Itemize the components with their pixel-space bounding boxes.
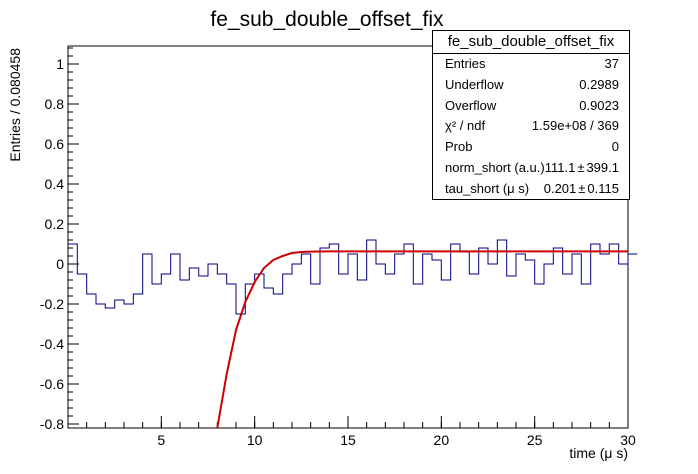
- stats-value: 0.2989: [579, 76, 619, 92]
- y-tick-label: 0.4: [45, 176, 65, 192]
- stats-label: Underflow: [445, 76, 504, 92]
- x-axis: 5 10 15 20 25 30: [67, 416, 636, 448]
- stats-label: Entries: [445, 56, 486, 71]
- stats-row: Overflow 0.9023: [433, 96, 629, 117]
- stats-row: Underflow 0.2989: [433, 75, 629, 96]
- stats-row: χ² / ndf 1.59e+08 / 369: [433, 116, 629, 137]
- x-axis-label: time (μ s): [569, 445, 628, 461]
- stats-row: Entries 37: [433, 54, 629, 75]
- stats-value: 37: [604, 56, 619, 71]
- x-tick-label: 10: [247, 432, 263, 448]
- stats-value: 111.1 ±399.1: [544, 159, 619, 175]
- stats-label: χ² / ndf: [445, 118, 486, 134]
- y-axis-label: Entries / 0.080458: [7, 48, 23, 162]
- y-tick-label: 1: [56, 56, 64, 72]
- y-tick-label: -0.6: [40, 376, 64, 392]
- chart-title: fe_sub_double_offset_fix: [210, 8, 444, 31]
- y-tick-label: -0.4: [40, 336, 64, 352]
- plus-minus: ±: [577, 159, 585, 175]
- y-tick-label: -0.2: [40, 296, 64, 312]
- stats-value: 0.9023: [579, 97, 619, 113]
- stats-row: tau_short (μ s) 0.201 ±0.115: [433, 179, 629, 200]
- stats-label: Overflow: [445, 97, 497, 113]
- stats-rows: Entries 37 Underflow 0.2989 Overflow 0.9023 χ²…: [433, 54, 629, 200]
- fit-line: [216, 250, 628, 429]
- stats-label: norm_short (a.u.): [445, 159, 545, 175]
- stats-error: 0.115: [587, 180, 619, 196]
- stats-label: tau_short (μ s): [445, 180, 530, 196]
- stats-row: Prob 0: [433, 137, 629, 158]
- stats-row: norm_short (a.u.) 111.1 ±399.1: [433, 158, 629, 179]
- x-tick-label: 30: [620, 432, 636, 448]
- stats-box: fe_sub_double_offset_fix Entries 37 Underf…: [432, 30, 630, 200]
- plus-minus: ±: [578, 180, 586, 196]
- histogram-line: [68, 239, 638, 315]
- stats-title: fe_sub_double_offset_fix: [433, 31, 629, 54]
- y-tick-label: 0.8: [45, 96, 65, 112]
- histogram-series: [68, 239, 638, 315]
- y-tick-label: 0.6: [45, 136, 65, 152]
- stats-error: 399.1: [586, 159, 619, 175]
- y-tick-label: 0.2: [45, 216, 65, 232]
- y-tick-label: 0: [56, 256, 64, 272]
- fit-curve: [216, 250, 628, 429]
- x-tick-label: 25: [527, 432, 543, 448]
- y-tick-label: -0.8: [40, 416, 64, 432]
- x-tick-label: 20: [434, 432, 450, 448]
- stats-value: 0: [611, 139, 619, 155]
- stats-value: 1.59e+08 / 369: [531, 118, 619, 134]
- x-tick-label: 15: [340, 432, 356, 448]
- y-axis: -0.8 -0.6 -0.4 -0.2 0 0.2 0.4 0.6 0.8 1: [40, 47, 79, 432]
- x-tick-label: 5: [157, 432, 165, 448]
- stats-value: 0.201 ±0.115: [543, 180, 619, 196]
- stats-label: Prob: [445, 139, 473, 155]
